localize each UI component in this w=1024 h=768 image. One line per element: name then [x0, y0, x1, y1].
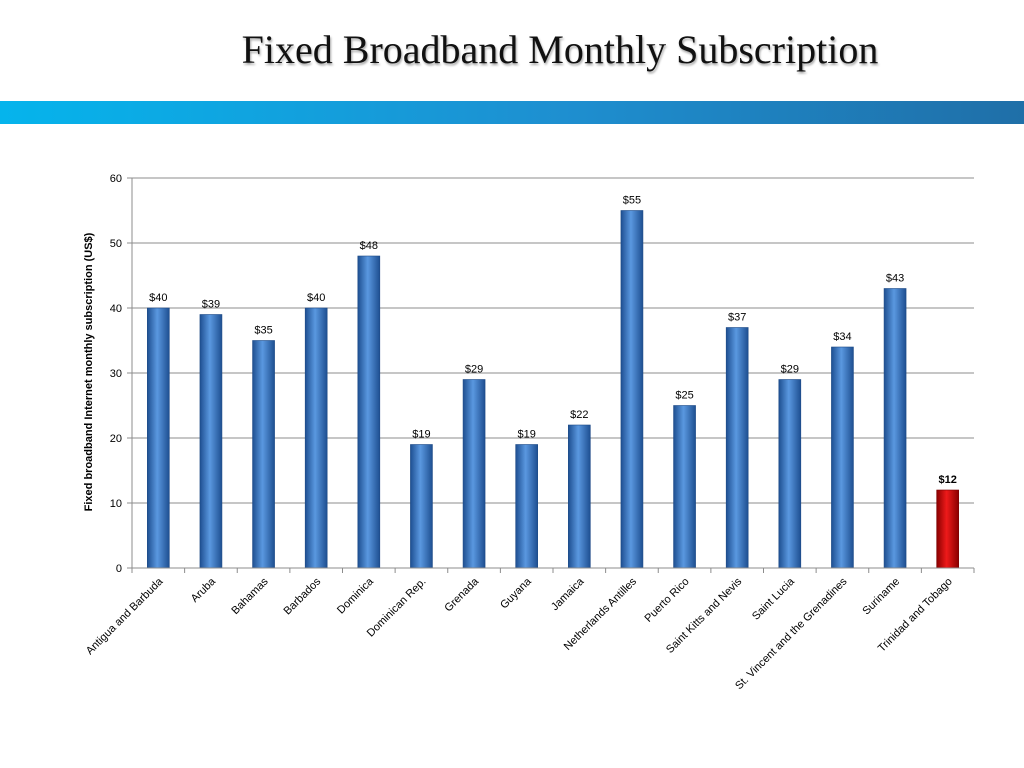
data-label: $40: [307, 292, 325, 304]
data-label: $48: [360, 240, 378, 252]
bar: [831, 346, 854, 569]
data-label: $34: [833, 331, 851, 343]
bar: [568, 424, 591, 569]
x-category-label: Puerto Rico: [643, 576, 692, 625]
y-tick-label: 40: [110, 303, 122, 315]
y-tick-label: 60: [110, 173, 122, 185]
data-label: $29: [465, 364, 483, 376]
slide-title: Fixed Broadband Monthly Subscription: [241, 27, 879, 72]
bars: $40 $39 $35 $40 $48 $19 $29 $19 $22 $55 $25 $37 $29 $…: [147, 195, 959, 569]
bar: [515, 444, 538, 569]
x-category-label: St. Vincent and the Grenadines: [733, 575, 850, 692]
y-tick-label: 10: [110, 498, 122, 510]
data-label: $35: [254, 325, 272, 337]
data-label: $19: [518, 429, 536, 441]
bar: [462, 379, 486, 569]
bar: [147, 307, 170, 569]
data-label: $55: [623, 195, 641, 207]
y-axis-title: Fixed broadband Internet monthly subscri…: [83, 232, 95, 511]
data-label: $22: [570, 409, 588, 421]
x-category-label: Suriname: [860, 576, 902, 618]
data-label: $29: [781, 364, 799, 376]
bar: [410, 444, 433, 569]
bar: [673, 405, 696, 569]
x-category-label: Aruba: [189, 575, 219, 605]
bar: [304, 307, 328, 569]
data-label: $19: [412, 429, 430, 441]
bar: [725, 327, 749, 569]
data-label: $43: [886, 273, 904, 285]
x-category-label: Saint Lucia: [750, 575, 798, 623]
bar: [620, 210, 644, 569]
bar: [199, 314, 223, 569]
x-category-label: Bahamas: [229, 575, 271, 617]
title-accent-bar: [0, 101, 1024, 124]
data-label: $37: [728, 312, 746, 324]
data-label: $40: [149, 292, 167, 304]
bar: [778, 379, 802, 569]
bar-highlight: [936, 489, 959, 569]
x-category-label: Dominica: [335, 575, 377, 617]
data-label: $12: [939, 474, 957, 486]
data-label: $25: [675, 390, 693, 402]
x-category-label: Grenada: [442, 575, 481, 614]
x-category-label: Guyana: [498, 575, 534, 611]
bar: [357, 255, 381, 569]
data-label: $39: [202, 299, 220, 311]
y-tick-label: 0: [116, 563, 122, 575]
y-tick-label: 50: [110, 238, 122, 250]
x-category-label: Barbados: [282, 575, 324, 617]
y-tick-label: 30: [110, 368, 122, 380]
x-category-label: Jamaica: [549, 575, 587, 613]
y-tick-label: 20: [110, 433, 122, 445]
bar: [883, 288, 907, 569]
bar: [252, 340, 275, 569]
x-category-label: Antigua and Barbuda: [84, 575, 166, 657]
